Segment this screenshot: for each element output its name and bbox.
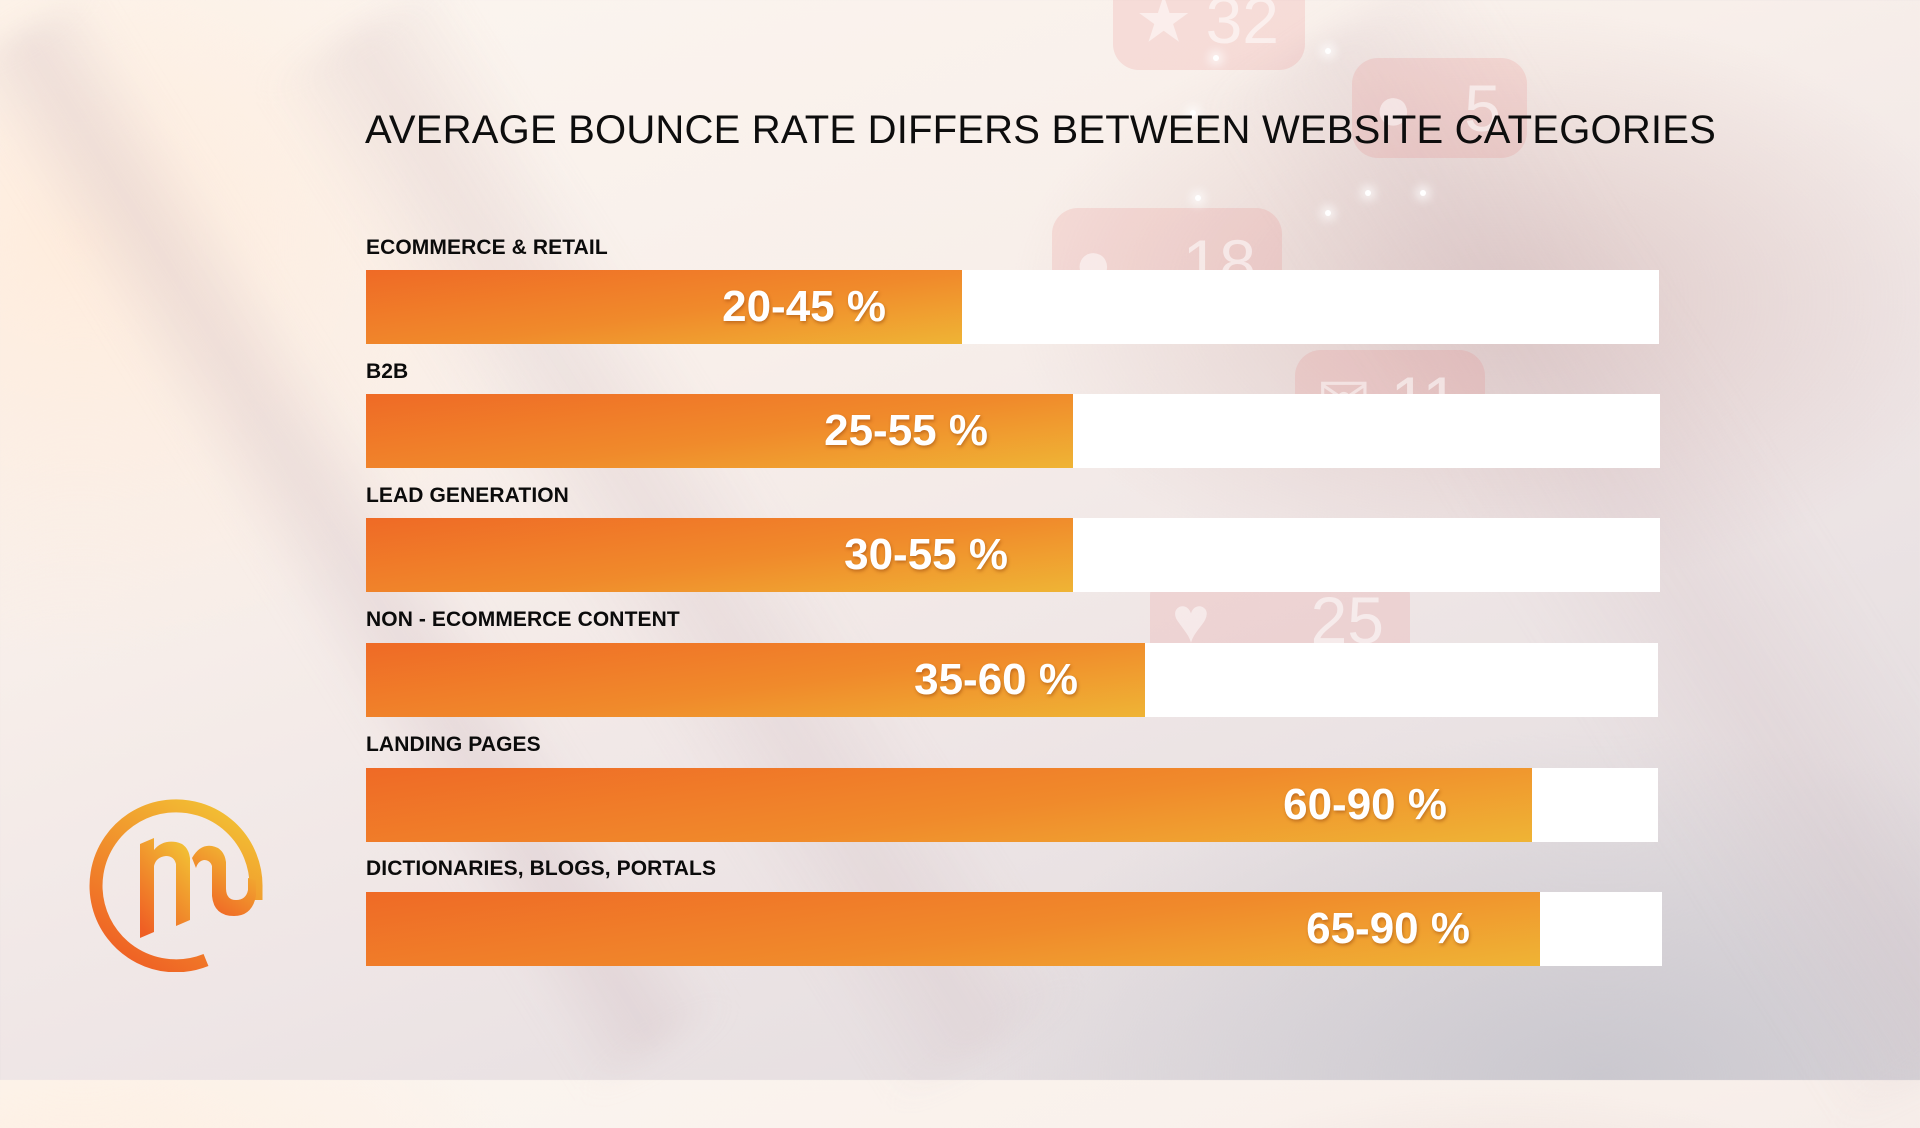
- category-label: NON - ECOMMERCE CONTENT: [366, 608, 680, 631]
- bar-fill: [366, 892, 1540, 966]
- bar-track: 25-55 %: [366, 394, 1660, 468]
- value-label: 25-55 %: [824, 406, 988, 455]
- bar-fill: [366, 643, 1145, 717]
- value-label: 30-55 %: [844, 530, 1008, 579]
- value-label: 35-60 %: [914, 655, 1078, 704]
- sparkle: [1420, 190, 1426, 196]
- value-label: 65-90 %: [1306, 904, 1470, 953]
- star-icon: ★: [1135, 0, 1193, 56]
- bar-track: 60-90 %: [366, 768, 1658, 842]
- category-label: LEAD GENERATION: [366, 484, 569, 507]
- category-label: LANDING PAGES: [366, 733, 541, 756]
- brand-logo: [89, 799, 263, 972]
- value-label: 60-90 %: [1283, 780, 1447, 829]
- bar-fill: [366, 518, 1073, 592]
- bar-fill: [366, 768, 1532, 842]
- bar-track: 35-60 %: [366, 643, 1658, 717]
- sparkle: [1325, 48, 1331, 54]
- background-badge-star: ★ 32: [1113, 0, 1305, 70]
- value-label: 20-45 %: [722, 282, 886, 331]
- sparkle: [1325, 210, 1331, 216]
- category-label: ECOMMERCE & RETAIL: [366, 236, 608, 259]
- chart-title: AVERAGE BOUNCE RATE DIFFERS BETWEEN WEBS…: [365, 108, 1716, 152]
- bar-track: 30-55 %: [366, 518, 1660, 592]
- bar-track: 65-90 %: [366, 892, 1662, 966]
- bar-fill: [366, 394, 1073, 468]
- category-label: B2B: [366, 360, 409, 383]
- sparkle: [1195, 195, 1201, 201]
- sparkle: [1213, 55, 1219, 61]
- category-label: DICTIONARIES, BLOGS, PORTALS: [366, 857, 717, 880]
- bar-fill: [366, 270, 962, 344]
- sparkle: [1365, 190, 1371, 196]
- bar-track: 20-45 %: [366, 270, 1659, 344]
